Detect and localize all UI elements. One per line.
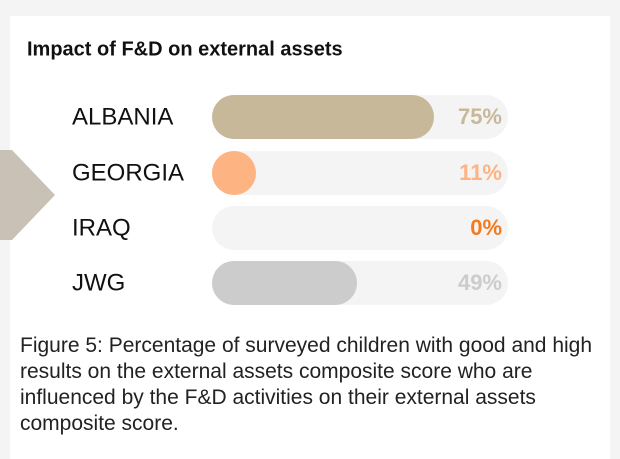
value-label: 75% (458, 104, 502, 129)
bar (212, 151, 256, 195)
bar (212, 95, 434, 139)
category-label: IRAQ (72, 214, 131, 241)
bar-track (212, 206, 508, 250)
bar-track (212, 151, 508, 195)
category-label: ALBANIA (72, 103, 173, 130)
caption: Figure 5: Percentage of surveyed childre… (20, 334, 593, 435)
value-label: 11% (459, 160, 502, 185)
category-label: GEORGIA (72, 159, 184, 186)
value-label: 0% (470, 215, 502, 240)
category-label: JWG (72, 269, 125, 296)
bar (212, 261, 358, 305)
chart-title: Impact of F&D on external assets (27, 38, 343, 60)
arrow-decoration (0, 150, 55, 240)
value-label: 49% (458, 270, 502, 295)
